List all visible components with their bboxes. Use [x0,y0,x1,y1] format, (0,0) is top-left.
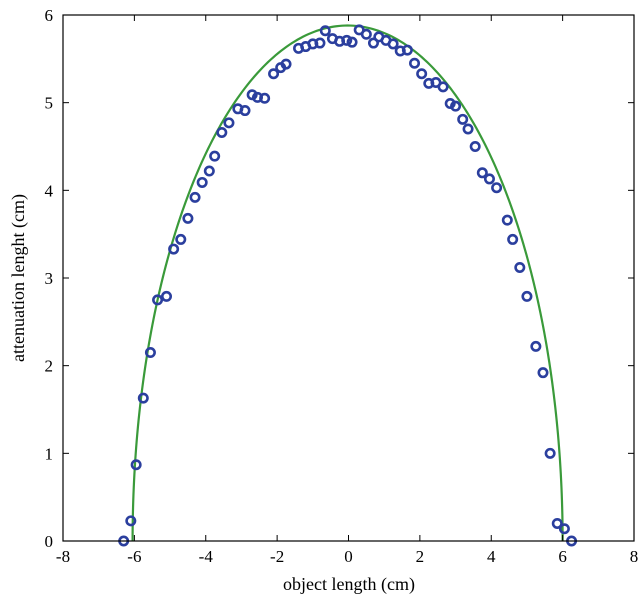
data-point [319,25,331,37]
data-point [239,105,251,117]
data-point [223,117,235,129]
data-point [491,182,503,194]
x-tick-label: -8 [56,547,70,566]
data-point [462,123,474,135]
data-point [182,212,194,224]
x-tick-label: 6 [558,547,567,566]
data-point [125,515,137,527]
data-point [558,523,570,535]
data-point [341,34,353,46]
data-point [360,28,372,40]
data-point [469,141,481,153]
data-point [409,57,421,69]
data-point [259,92,271,104]
x-tick-label: 0 [344,547,353,566]
y-axis-ticks: 0 1 2 3 4 5 6 [45,6,634,551]
data-point [280,58,292,70]
y-tick-label: 4 [45,181,54,200]
x-axis-label: object length (cm) [283,574,415,595]
data-point [444,98,456,110]
data-point [203,165,215,177]
data-point [514,261,526,273]
data-point [537,367,549,379]
fit-curve-layer [131,24,564,542]
data-point [544,447,556,459]
x-tick-label: 2 [416,547,425,566]
data-point [196,176,208,188]
plot-frame [62,14,635,542]
data-points-layer [118,24,578,547]
data-point [551,517,563,529]
x-axis-ticks: -8 -6 -4 -2 0 2 4 6 8 [56,15,638,566]
y-tick-label: 6 [45,6,54,25]
y-axis-label: attenuation lenght (cm) [8,194,29,362]
data-point [168,243,180,255]
data-point [160,290,172,302]
data-point [437,81,449,93]
x-tick-label: 4 [487,547,496,566]
data-point [137,392,149,404]
data-point [367,37,379,49]
data-point [450,100,462,112]
y-tick-label: 3 [45,269,54,288]
x-tick-label: -6 [127,547,141,566]
data-point [346,36,358,48]
data-point [387,38,399,50]
x-tick-label: -4 [199,547,214,566]
data-point [501,214,513,226]
data-point [130,459,142,471]
y-tick-label: 2 [45,357,54,376]
data-point [521,290,533,302]
y-tick-label: 5 [45,94,54,113]
data-point [189,191,201,203]
data-point [209,150,221,162]
data-point [416,68,428,80]
x-tick-label: 8 [630,547,639,566]
data-point [457,113,469,125]
data-point [268,68,280,80]
y-tick-label: 0 [45,532,54,551]
data-point [507,233,519,245]
data-point [314,37,326,49]
y-tick-label: 1 [45,444,54,463]
data-point [401,44,413,56]
data-point [175,233,187,245]
data-point [216,126,228,138]
data-point [483,173,495,185]
x-tick-label: -2 [270,547,284,566]
data-point [152,294,164,306]
data-point [144,347,156,359]
data-point [246,89,258,101]
axes-frame [62,14,635,542]
fit-curve [131,24,564,542]
data-point [476,167,488,179]
data-point [530,340,542,352]
